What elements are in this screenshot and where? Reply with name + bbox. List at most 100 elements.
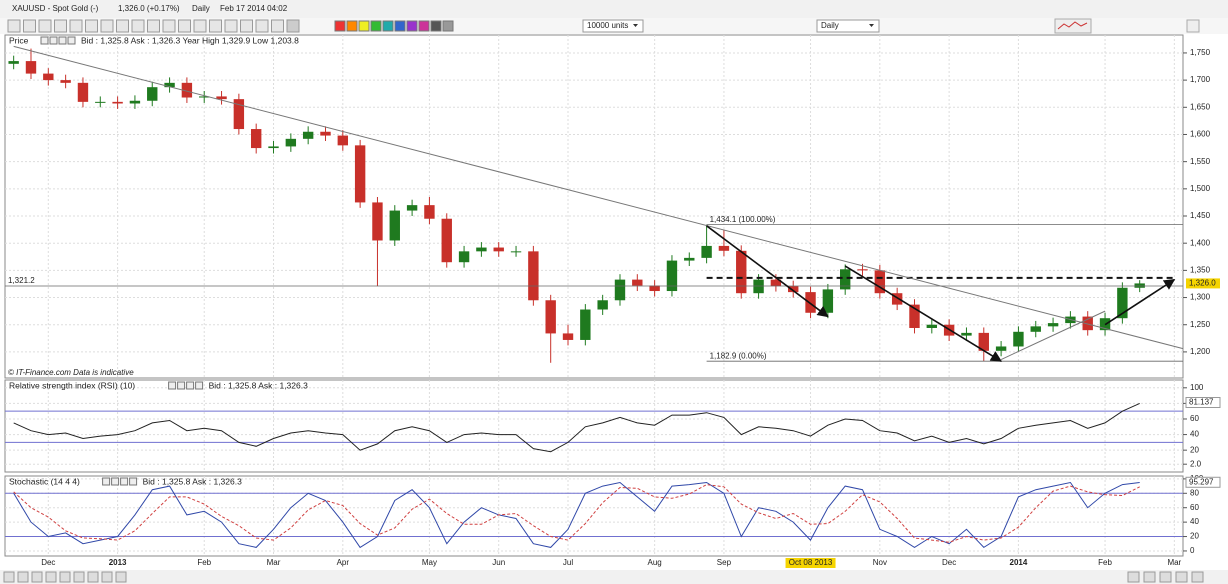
panel-tool[interactable]: [67, 36, 76, 45]
x-tick-label: Feb: [1098, 558, 1112, 567]
color-swatch[interactable]: [346, 20, 358, 32]
candle-body: [528, 251, 539, 301]
panel-tool[interactable]: [177, 381, 186, 390]
color-swatch[interactable]: [430, 20, 442, 32]
nav-button[interactable]: [45, 571, 57, 583]
panel-tool[interactable]: [102, 477, 111, 486]
panel-tool[interactable]: [49, 36, 58, 45]
tool-button[interactable]: [240, 19, 253, 33]
candle-body: [43, 73, 54, 81]
tool-button[interactable]: [147, 19, 160, 33]
tool-button[interactable]: [178, 19, 191, 33]
y-tick-label: 1,700: [1190, 75, 1211, 84]
tool-button[interactable]: [193, 19, 207, 33]
units-dropdown[interactable]: [582, 19, 644, 33]
tool-button[interactable]: [116, 19, 129, 33]
candle-body: [805, 292, 816, 313]
panel-tool[interactable]: [168, 381, 177, 390]
color-swatch[interactable]: [370, 20, 382, 32]
chart-type-button[interactable]: [1054, 18, 1092, 34]
tool-button[interactable]: [100, 19, 114, 33]
color-swatch[interactable]: [394, 20, 406, 32]
candle-body: [77, 82, 89, 102]
settings-button[interactable]: [1186, 19, 1200, 33]
nav-button[interactable]: [17, 571, 29, 583]
tool-button[interactable]: [224, 19, 238, 33]
zoom-button[interactable]: [1127, 571, 1140, 583]
panel-tool[interactable]: [129, 477, 138, 486]
candle-body: [476, 247, 487, 252]
zoom-button[interactable]: [1159, 571, 1172, 583]
zoom-button[interactable]: [1191, 571, 1204, 583]
candle-body: [909, 304, 920, 328]
nav-button[interactable]: [59, 571, 71, 583]
data-note: © IT-Finance.com Data is indicative: [8, 368, 134, 377]
y-tick-label: 1,350: [1190, 265, 1211, 274]
color-swatch[interactable]: [442, 20, 454, 32]
nav-button[interactable]: [31, 571, 43, 583]
candle-body: [406, 205, 418, 211]
nav-button[interactable]: [115, 571, 127, 583]
y-tick-label: 1,250: [1190, 320, 1211, 329]
color-swatch[interactable]: [334, 20, 346, 32]
nav-button[interactable]: [101, 571, 113, 583]
tool-button[interactable]: [23, 19, 36, 33]
zoom-button[interactable]: [1175, 571, 1188, 583]
panel-tool[interactable]: [111, 477, 120, 486]
tool-button[interactable]: [209, 19, 222, 33]
candle-body: [1047, 323, 1059, 327]
candle-body: [1134, 283, 1145, 288]
last-value-box: [1185, 397, 1221, 409]
dropdown-arrow: [869, 24, 874, 27]
zoom-button[interactable]: [1143, 571, 1156, 583]
panel-frame: [4, 379, 1184, 473]
x-tick-label: Apr: [337, 558, 350, 567]
tool-button[interactable]: [162, 19, 176, 33]
panel-tool[interactable]: [40, 36, 49, 45]
candle-body: [562, 333, 574, 340]
y-tick-label: 1,750: [1190, 48, 1211, 57]
bottom-toolbar: [0, 570, 1228, 584]
tool-button[interactable]: [7, 19, 21, 33]
panel-frame: [4, 475, 1184, 557]
candle-body: [112, 101, 123, 104]
y-tick-label: 40: [1190, 430, 1199, 439]
trendline: [1104, 278, 1176, 326]
tool-button[interactable]: [131, 19, 145, 33]
nav-button[interactable]: [87, 571, 99, 583]
candle-body: [597, 300, 608, 310]
nav-button[interactable]: [3, 571, 15, 583]
candle-body: [199, 96, 210, 98]
tool-button[interactable]: [255, 19, 269, 33]
candle-body: [95, 101, 106, 103]
indicator-line: [13, 402, 1140, 453]
chart-type-icon: [1057, 21, 1088, 30]
tool-button[interactable]: [69, 19, 83, 33]
candle-body: [372, 202, 383, 241]
tool-button[interactable]: [38, 19, 52, 33]
dropdown-arrow: [633, 24, 638, 27]
tool-button[interactable]: [54, 19, 67, 33]
tool-button[interactable]: [271, 19, 284, 33]
color-swatch[interactable]: [406, 20, 418, 32]
color-swatch[interactable]: [382, 20, 394, 32]
tool-button[interactable]: [286, 19, 300, 33]
nav-button[interactable]: [73, 571, 85, 583]
panel-tool[interactable]: [120, 477, 129, 486]
color-swatch[interactable]: [358, 20, 370, 32]
candle-body: [874, 270, 886, 294]
period-dropdown[interactable]: [816, 19, 880, 33]
candle-body: [25, 61, 37, 74]
y-tick-label: 1,650: [1190, 102, 1211, 111]
candle-body: [632, 279, 643, 286]
x-tick-label: Feb: [197, 558, 211, 567]
color-swatch[interactable]: [418, 20, 430, 32]
panel-tool[interactable]: [58, 36, 67, 45]
panel-tool[interactable]: [195, 381, 204, 390]
candle-body: [718, 245, 730, 251]
x-tick-label: 2014: [1010, 558, 1028, 567]
panel-tool[interactable]: [186, 381, 195, 390]
tool-button[interactable]: [85, 19, 98, 33]
x-tick-label: May: [422, 558, 437, 567]
candle-body: [337, 135, 349, 146]
